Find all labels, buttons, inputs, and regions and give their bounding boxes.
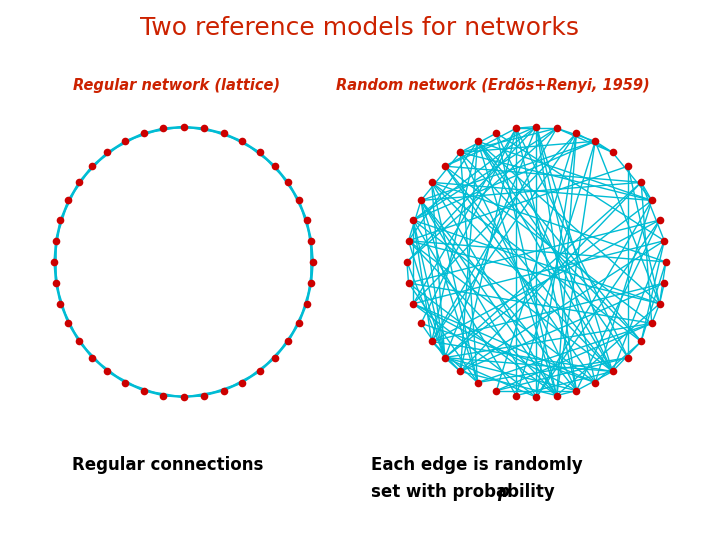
Text: Each edge is randomly: Each edge is randomly	[371, 456, 582, 474]
Text: Regular connections: Regular connections	[72, 456, 264, 474]
Text: Two reference models for networks: Two reference models for networks	[140, 16, 580, 40]
Text: C= 0.50
L=6.53: C= 0.50 L=6.53	[307, 399, 348, 421]
Text: C= 0.09
L=2.87: C= 0.09 L=2.87	[660, 399, 701, 421]
Text: Regular network (lattice): Regular network (lattice)	[73, 78, 280, 93]
Text: set with probability: set with probability	[371, 483, 560, 501]
Text: p: p	[497, 483, 508, 501]
Text: Random network (Erdös+Renyi, 1959): Random network (Erdös+Renyi, 1959)	[336, 78, 650, 93]
